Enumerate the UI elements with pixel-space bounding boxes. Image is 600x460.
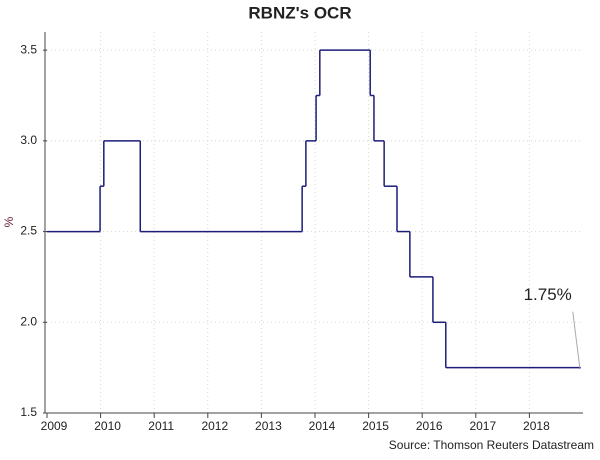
y-tick-label: 1.5 xyxy=(20,405,37,419)
x-tick-label: 2015 xyxy=(362,419,389,433)
source-note: Source: Thomson Reuters Datastream xyxy=(389,438,594,452)
x-tick-label: 2018 xyxy=(523,419,550,433)
y-tick-label: 3.0 xyxy=(20,133,37,147)
x-tick-label: 2016 xyxy=(416,419,443,433)
chart-title: RBNZ's OCR xyxy=(248,3,351,22)
x-tick-label: 2017 xyxy=(469,419,496,433)
y-axis-label: % xyxy=(2,216,16,227)
x-tick-label: 2014 xyxy=(309,419,336,433)
x-tick-label: 2013 xyxy=(255,419,282,433)
x-tick-label: 2010 xyxy=(94,419,121,433)
y-tick-label: 2.5 xyxy=(20,224,37,238)
annotation: 1.75% xyxy=(524,285,572,304)
y-tick-label: 3.5 xyxy=(20,42,37,56)
annotation-leader xyxy=(572,311,581,368)
x-tick-label: 2012 xyxy=(201,419,228,433)
y-tick-label: 2.0 xyxy=(20,314,37,328)
x-tick-label: 2011 xyxy=(148,419,174,433)
x-tick-label: 2009 xyxy=(41,419,68,433)
